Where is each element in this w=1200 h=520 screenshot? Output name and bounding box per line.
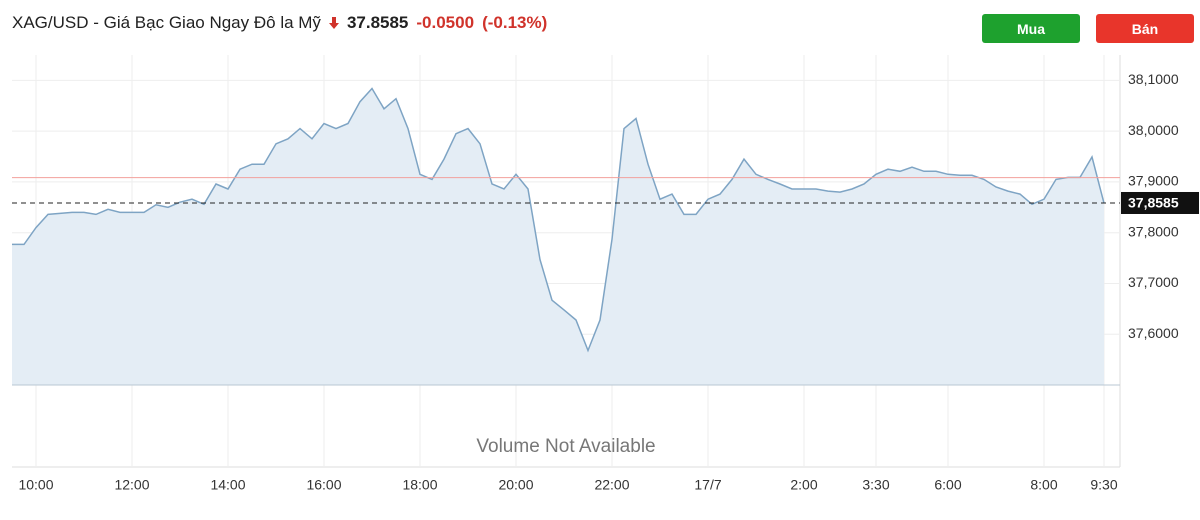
price-line: [12, 87, 1105, 353]
y-tick-label: 37,6000: [1128, 325, 1179, 341]
x-tick-label: 16:00: [306, 477, 341, 493]
y-tick-label: 38,1000: [1128, 71, 1179, 87]
x-tick-label: 22:00: [594, 477, 629, 493]
price: 37.8585: [346, 13, 409, 32]
header: XAG/USD - Giá Bạc Giao Ngay Đô la Mỹ 37.…: [12, 10, 547, 36]
y-tick-label: 37,8000: [1128, 223, 1179, 239]
x-tick-label: 17/7: [694, 477, 721, 493]
volume-note: Volume Not Available: [476, 436, 655, 457]
x-tick-label: 12:00: [114, 477, 149, 493]
last-price-box: [1121, 191, 1199, 214]
instrument-title: XAG/USD - Giá Bạc Giao Ngay Đô la Mỹ: [12, 13, 321, 32]
y-tick-label: 37,9000: [1128, 173, 1179, 189]
x-tick-label: 8:00: [1030, 477, 1057, 493]
sell-button[interactable]: Bán: [1096, 14, 1194, 43]
x-tick-label: 14:00: [210, 477, 245, 493]
x-tick-label: 3:30: [862, 477, 889, 493]
x-tick-label: 2:00: [790, 477, 817, 493]
x-tick-label: 6:00: [934, 477, 961, 493]
change-percent: (-0.13%): [482, 13, 548, 32]
down-arrow: [328, 17, 339, 29]
x-tick-label: 9:30: [1090, 477, 1117, 493]
x-tick-label: 20:00: [498, 477, 533, 493]
x-tick-label: 18:00: [402, 477, 437, 493]
y-tick-label: 37,7000: [1128, 274, 1179, 290]
change: -0.0500: [416, 13, 475, 32]
buy-button[interactable]: Mua: [982, 14, 1080, 43]
last-price-label: 37,8585: [1128, 195, 1179, 211]
area: [12, 88, 1104, 385]
x-tick-label: 10:00: [18, 477, 53, 493]
y-tick-label: 38,0000: [1128, 122, 1179, 138]
